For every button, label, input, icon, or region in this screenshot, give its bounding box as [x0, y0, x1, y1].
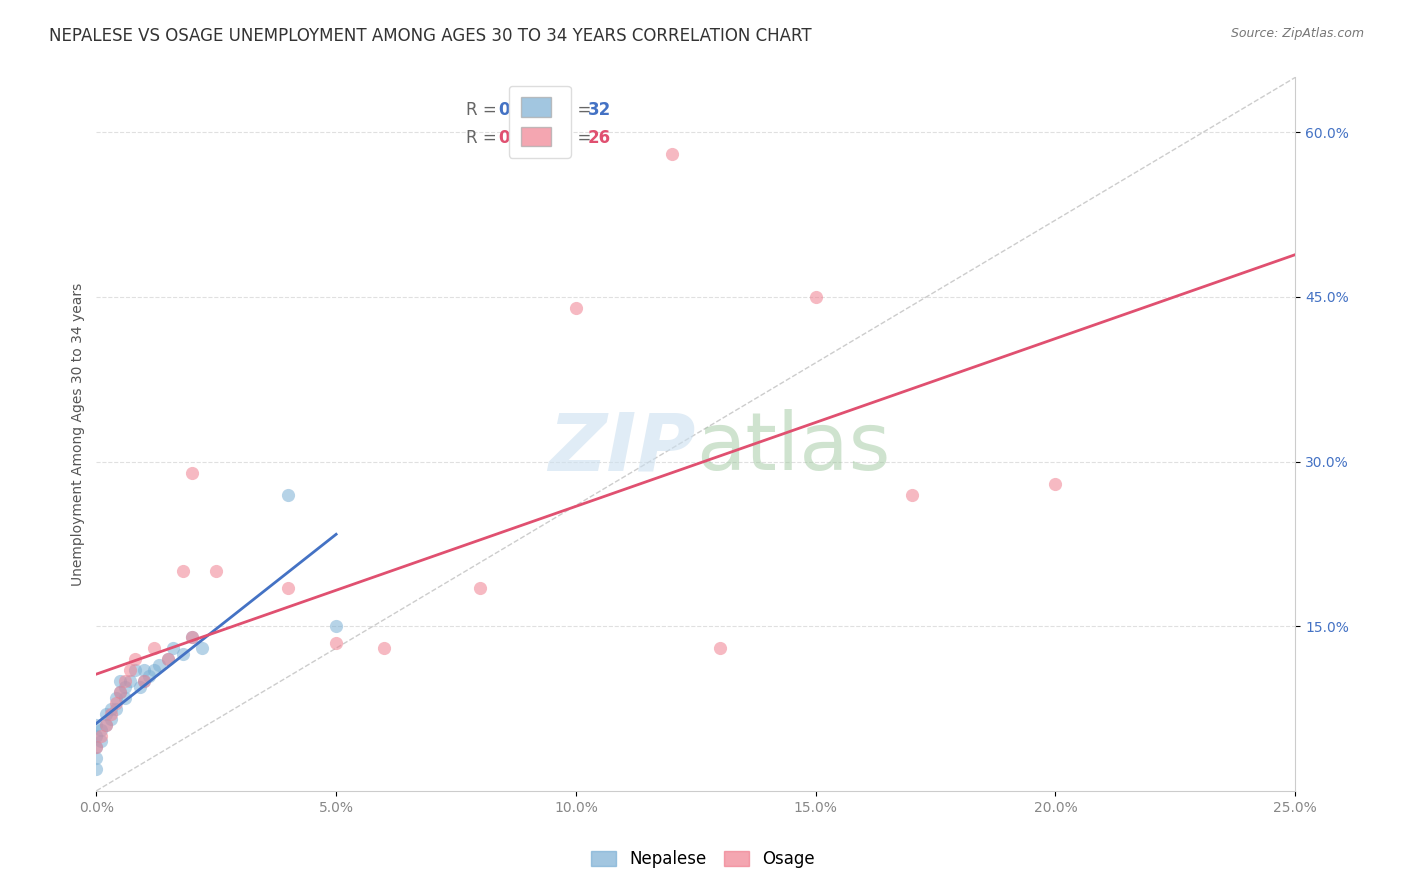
- Point: [110, 685, 132, 699]
- Point: [90, 734, 112, 748]
- Point: [142, 663, 165, 677]
- Point: [90, 723, 112, 738]
- Point: [804, 290, 827, 304]
- Point: [114, 690, 136, 705]
- Point: [1045, 476, 1067, 491]
- Point: [100, 706, 122, 721]
- Point: [100, 713, 122, 727]
- Point: [172, 565, 194, 579]
- Point: [325, 635, 347, 649]
- Point: [134, 674, 156, 689]
- Point: [86, 739, 108, 754]
- Point: [114, 674, 136, 689]
- Point: [124, 663, 146, 677]
- Point: [172, 647, 194, 661]
- Point: [104, 690, 127, 705]
- Point: [325, 619, 347, 633]
- Legend: Nepalese, Osage: Nepalese, Osage: [585, 844, 821, 875]
- Point: [181, 466, 204, 480]
- Point: [86, 762, 108, 776]
- Text: R =: R =: [465, 101, 502, 119]
- Point: [90, 729, 112, 743]
- Point: [142, 641, 165, 656]
- Point: [205, 565, 228, 579]
- Point: [86, 739, 108, 754]
- Point: [191, 641, 214, 656]
- Legend: , : ,: [509, 86, 571, 158]
- Point: [86, 751, 108, 765]
- Point: [157, 652, 180, 666]
- Text: 0.579: 0.579: [498, 101, 551, 119]
- Point: [94, 718, 117, 732]
- Point: [110, 685, 132, 699]
- Text: N =: N =: [544, 101, 596, 119]
- Text: R =: R =: [465, 129, 502, 147]
- Point: [373, 641, 395, 656]
- Text: 0.619: 0.619: [498, 129, 551, 147]
- Point: [118, 674, 141, 689]
- Point: [162, 641, 184, 656]
- Text: 32: 32: [588, 101, 612, 119]
- Point: [661, 147, 683, 161]
- Point: [138, 668, 160, 682]
- Point: [277, 487, 299, 501]
- Point: [900, 487, 922, 501]
- Text: atlas: atlas: [696, 409, 890, 487]
- Point: [100, 701, 122, 715]
- Point: [134, 663, 156, 677]
- Point: [118, 663, 141, 677]
- Text: Source: ZipAtlas.com: Source: ZipAtlas.com: [1230, 27, 1364, 40]
- Point: [277, 581, 299, 595]
- Point: [148, 657, 170, 672]
- Point: [86, 718, 108, 732]
- Point: [181, 630, 204, 644]
- Point: [94, 706, 117, 721]
- Point: [709, 641, 731, 656]
- Point: [124, 652, 146, 666]
- Text: 26: 26: [588, 129, 612, 147]
- Point: [565, 301, 588, 315]
- Text: ZIP: ZIP: [548, 409, 696, 487]
- Text: NEPALESE VS OSAGE UNEMPLOYMENT AMONG AGES 30 TO 34 YEARS CORRELATION CHART: NEPALESE VS OSAGE UNEMPLOYMENT AMONG AGE…: [49, 27, 811, 45]
- Text: N =: N =: [544, 129, 596, 147]
- Y-axis label: Unemployment Among Ages 30 to 34 years: Unemployment Among Ages 30 to 34 years: [72, 283, 86, 586]
- Point: [110, 674, 132, 689]
- Point: [128, 680, 150, 694]
- Point: [157, 652, 180, 666]
- Point: [104, 701, 127, 715]
- Point: [114, 680, 136, 694]
- Point: [134, 674, 156, 689]
- Point: [181, 630, 204, 644]
- Point: [86, 729, 108, 743]
- Point: [94, 718, 117, 732]
- Point: [468, 581, 491, 595]
- Point: [104, 696, 127, 710]
